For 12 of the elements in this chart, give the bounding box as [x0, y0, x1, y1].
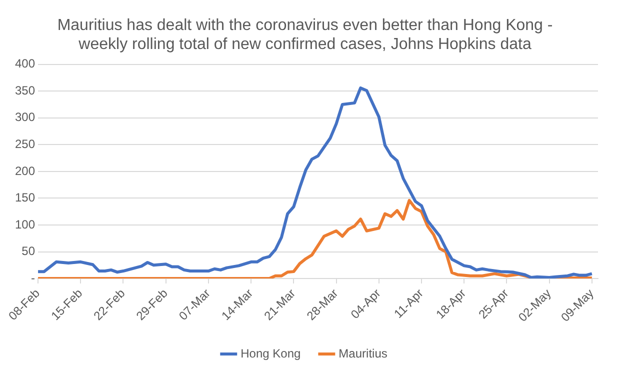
y-tick-label: 150	[14, 190, 36, 205]
y-tick-label: 250	[14, 137, 36, 152]
y-tick-label: 100	[14, 217, 36, 232]
y-tick-label: 50	[22, 244, 36, 258]
y-tick-label: 200	[14, 164, 36, 178]
y-tick-label: 350	[14, 83, 36, 98]
y-tick-label: 400	[14, 56, 36, 71]
chart-title: Mauritius has dealt with the coronavirus even better than Hong Kong - weekly rolling total of new confirmed cases, Johns Hopkins data	[57, 17, 553, 54]
y-tick-label: 300	[14, 110, 36, 124]
y-tick-label: -	[31, 270, 36, 285]
legend-label: Hong Kong	[240, 346, 301, 360]
legend-label: Mauritius	[338, 346, 388, 360]
